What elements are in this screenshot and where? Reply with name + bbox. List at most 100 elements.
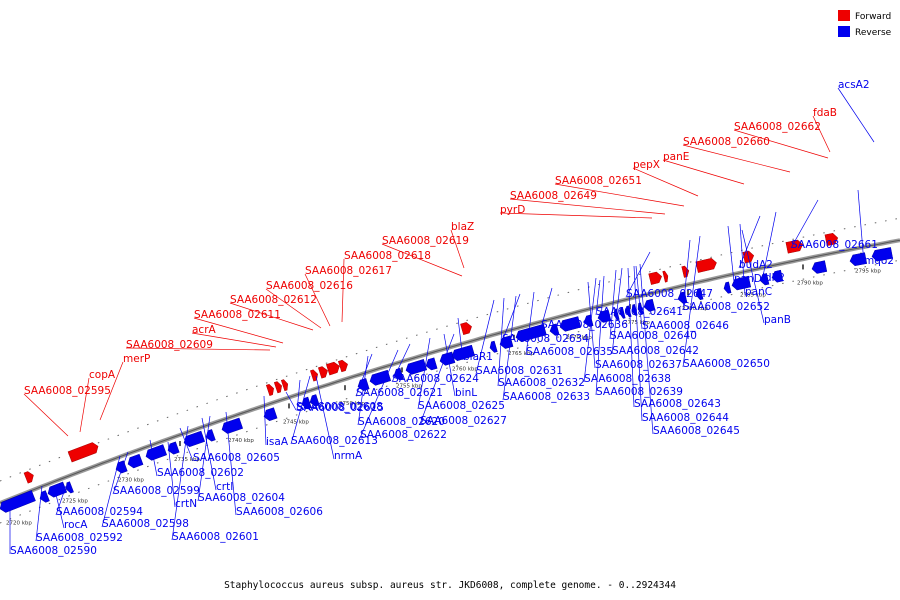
gene-label: budA2 — [739, 259, 773, 271]
tick-label: 2790 kbp — [797, 280, 823, 286]
gene-label: SAA6008_02650 — [683, 358, 770, 370]
tick-label: 2730 kbp — [118, 477, 144, 483]
gene-label: SAA6008_02635 — [526, 346, 613, 358]
gene-label: SAA6008_02592 — [36, 532, 123, 544]
tick-label: 2755 kbp — [396, 383, 422, 389]
leader-line — [457, 317, 464, 361]
gene-label: panE — [663, 151, 689, 163]
gene-label: SAA6008_02633 — [503, 391, 590, 403]
gene-label: SAA6008_02601 — [172, 531, 259, 543]
reverse-gene — [619, 307, 626, 319]
forward-gene — [326, 361, 340, 376]
tick-label: 2780 kbp — [682, 306, 708, 312]
gene-label: mqo2 — [864, 255, 894, 267]
legend-reverse-swatch — [838, 26, 850, 37]
gene-label: SAA6008_02662 — [734, 121, 821, 133]
gene-label: SAA6008_02651 — [555, 175, 642, 187]
gene-label: merP — [123, 353, 150, 365]
gene-label: SAA6008_02604 — [198, 492, 285, 504]
leader-line — [499, 212, 653, 219]
tick-label: 2735 kbp — [174, 457, 200, 463]
gene-label: SAA6008_02652 — [683, 301, 770, 313]
legend-forward-label: Forward — [855, 12, 891, 22]
gene-label: SAA6008_02641 — [596, 306, 683, 318]
gene-label: SAA6008_02606 — [236, 506, 323, 518]
leader-line — [587, 281, 596, 369]
reverse-gene — [425, 357, 438, 371]
tick-label: 2795 kbp — [855, 269, 881, 275]
gene-label: SAA6008_02645 — [653, 425, 740, 437]
tick-label: 2770 kbp — [566, 335, 592, 341]
legend-forward-swatch — [838, 10, 850, 21]
leader-line — [79, 377, 90, 433]
gene-label: SAA6008_02594 — [56, 506, 143, 518]
gene-label: acsA2 — [838, 79, 870, 91]
reverse-gene — [263, 407, 278, 421]
leader-line — [595, 279, 601, 316]
leader-line — [497, 297, 505, 387]
gene-label: SAA6008_02624 — [392, 373, 479, 385]
leader-line — [554, 183, 685, 207]
leader-line — [790, 199, 819, 249]
reverse-gene — [405, 359, 428, 375]
gene-label: acrA — [192, 324, 217, 336]
reverse-gene — [369, 369, 392, 386]
gene-label: crtI — [216, 481, 233, 493]
tick-label: 2750 kbp — [339, 401, 365, 407]
leader-line — [727, 225, 735, 283]
gene-label: SAA6008_02649 — [510, 190, 597, 202]
leader-line — [99, 361, 124, 421]
gene-label: SAA6008_02661 — [791, 239, 878, 251]
gene-label: SAA6008_02627 — [420, 415, 507, 427]
leader-line — [125, 347, 271, 351]
leader-line — [171, 425, 189, 541]
gene-label: SAA6008_02619 — [382, 235, 469, 247]
leader-line — [193, 317, 284, 344]
gene-label: SAA6008_02643 — [634, 398, 721, 410]
leader-line — [595, 275, 605, 396]
gene-label: SAA6008_02611 — [194, 309, 281, 321]
tick-label: 2745 kbp — [283, 419, 309, 425]
legend: Forward Reverse — [838, 10, 892, 38]
forward-gene — [648, 271, 662, 285]
gene-label: panD — [734, 273, 762, 285]
leader-line — [609, 269, 617, 340]
reverse-gene — [489, 340, 498, 353]
leader-line — [857, 189, 865, 265]
leader-line — [55, 485, 67, 516]
reverse-gene — [183, 430, 206, 448]
gene-label: SAA6008_02595 — [24, 385, 111, 397]
leader-line — [357, 355, 369, 426]
leader-line — [525, 291, 535, 356]
gene-label: SAA6008_02644 — [642, 412, 729, 424]
leader-line — [149, 439, 158, 477]
gene-label: SAA6008_02622 — [360, 429, 447, 441]
leader-line — [381, 243, 463, 277]
gene-label: binL — [455, 387, 477, 399]
caption: Staphylococcus aureus subsp. aureus str.… — [224, 580, 676, 591]
reverse-gene — [559, 316, 582, 332]
gene-label: ldh2 — [762, 272, 785, 284]
tick-label: 2725 kbp — [62, 499, 88, 505]
leader-line — [837, 87, 875, 143]
leader-line — [201, 417, 217, 491]
reverse-gene — [0, 490, 36, 513]
leader-line — [611, 267, 623, 355]
tracks — [0, 217, 900, 524]
gene-label: SAA6008_02618 — [344, 250, 431, 262]
leader-line — [225, 411, 237, 516]
reverse-gene — [759, 273, 770, 286]
leader-line — [296, 379, 301, 412]
leader-line — [304, 273, 331, 327]
reverse-gene — [205, 429, 216, 442]
gene-label: SAA6008_02620 — [358, 416, 445, 428]
reverse-gene — [731, 275, 752, 291]
leader-line — [639, 263, 654, 435]
leader-line — [285, 391, 297, 411]
leader-line — [391, 343, 411, 383]
gene-label: SAA6008_02612 — [230, 294, 317, 306]
reverse-gene — [643, 298, 656, 312]
reverse-gene — [695, 288, 704, 300]
leader-line — [733, 129, 829, 159]
